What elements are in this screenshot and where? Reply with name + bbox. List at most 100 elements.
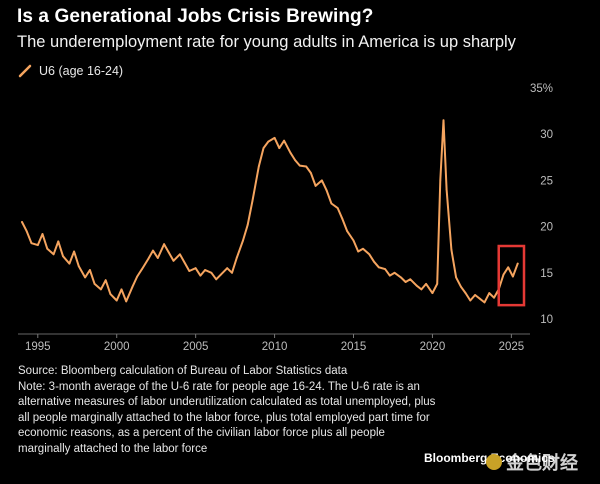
data-point [246,223,249,226]
data-point [231,271,233,274]
data-point [226,267,229,270]
data-point [141,268,143,270]
data-point [194,267,197,270]
watermark-text: 金色财经 [506,453,578,473]
data-point [36,244,39,247]
series-line-u6 [21,119,519,304]
data-point [115,299,118,302]
data-point [267,140,270,143]
legend: U6 (age 16-24) [17,64,123,78]
data-point [310,172,312,174]
data-point [242,239,244,242]
data-point [469,299,472,302]
data-point [450,248,453,251]
data-point [431,292,434,294]
x-tick-label: 2010 [262,341,288,353]
data-point [439,179,442,182]
data-point [314,185,317,187]
data-point [172,259,175,262]
data-point [474,294,476,296]
data-point [199,274,202,277]
data-point [125,300,128,303]
highlight-box [497,244,526,307]
data-point [409,278,412,281]
data-point [362,247,364,250]
data-point [493,296,495,299]
data-point [464,292,467,294]
data-point [393,271,396,274]
data-point [183,261,186,264]
data-point [235,257,238,259]
data-point [445,188,448,191]
data-point [404,281,407,283]
data-point [77,265,80,268]
data-point [100,288,102,291]
y-tick-label: 20 [540,222,553,234]
data-point [136,275,139,278]
data-point [73,250,75,253]
x-tick-label: 2020 [420,341,446,353]
data-point [188,270,191,272]
data-point [460,285,462,288]
data-point [415,284,418,287]
data-point [488,292,491,294]
data-point [298,164,301,167]
methodology-note: Note: 3-month average of the U-6 rate fo… [18,380,436,455]
data-point [273,137,276,139]
data-point [330,202,333,205]
data-point [400,276,402,279]
data-point [109,293,112,295]
data-point [478,297,481,300]
data-point [52,253,55,256]
data-point [147,258,150,260]
data-point [336,207,339,210]
data-point [30,242,33,245]
data-point [120,288,123,291]
data-point [294,159,296,162]
line-chart: 1995 2000 2005 2010 2015 2020 2025101520253035… [18,83,553,353]
watermark: 金色财经 [486,449,578,475]
legend-swatch [18,64,32,78]
data-point [210,271,213,274]
data-point [321,179,323,182]
chart-notes: Source: Bloomberg calculation of Bureau … [18,364,438,458]
x-tick-label: 2005 [183,341,209,353]
data-point [89,269,91,271]
data-point [436,283,439,285]
data-point [341,218,344,221]
data-point [507,266,510,269]
data-point [512,275,514,278]
data-point [289,151,292,154]
data-point [502,273,505,276]
data-point [305,165,308,168]
data-point [131,285,134,288]
data-point [278,147,281,150]
data-point [377,266,380,269]
data-point [68,262,71,265]
data-point [346,230,349,233]
data-point [21,221,23,223]
data-point [156,257,159,259]
data-point [357,250,360,253]
data-point [152,249,154,252]
source-note: Source: Bloomberg calculation of Bureau … [18,365,348,377]
data-point [257,165,260,168]
data-point [442,119,445,122]
data-point [204,269,207,271]
data-point [84,276,86,279]
chart-subtitle: The underemployment rate for young adult… [17,33,516,51]
data-point [251,199,254,202]
data-point [455,276,457,279]
data-point [163,243,166,246]
data-point [41,233,44,235]
data-point [104,279,107,282]
y-tick-label: 25 [540,175,553,187]
y-tick-label: 15 [540,268,553,280]
watermark-logo-icon [486,454,502,470]
data-point [388,274,391,277]
data-point [325,189,328,192]
x-tick-label: 2015 [341,341,367,353]
y-tick-label: 10 [540,314,553,326]
x-tick-label: 1995 [25,341,51,353]
data-point [373,260,375,263]
